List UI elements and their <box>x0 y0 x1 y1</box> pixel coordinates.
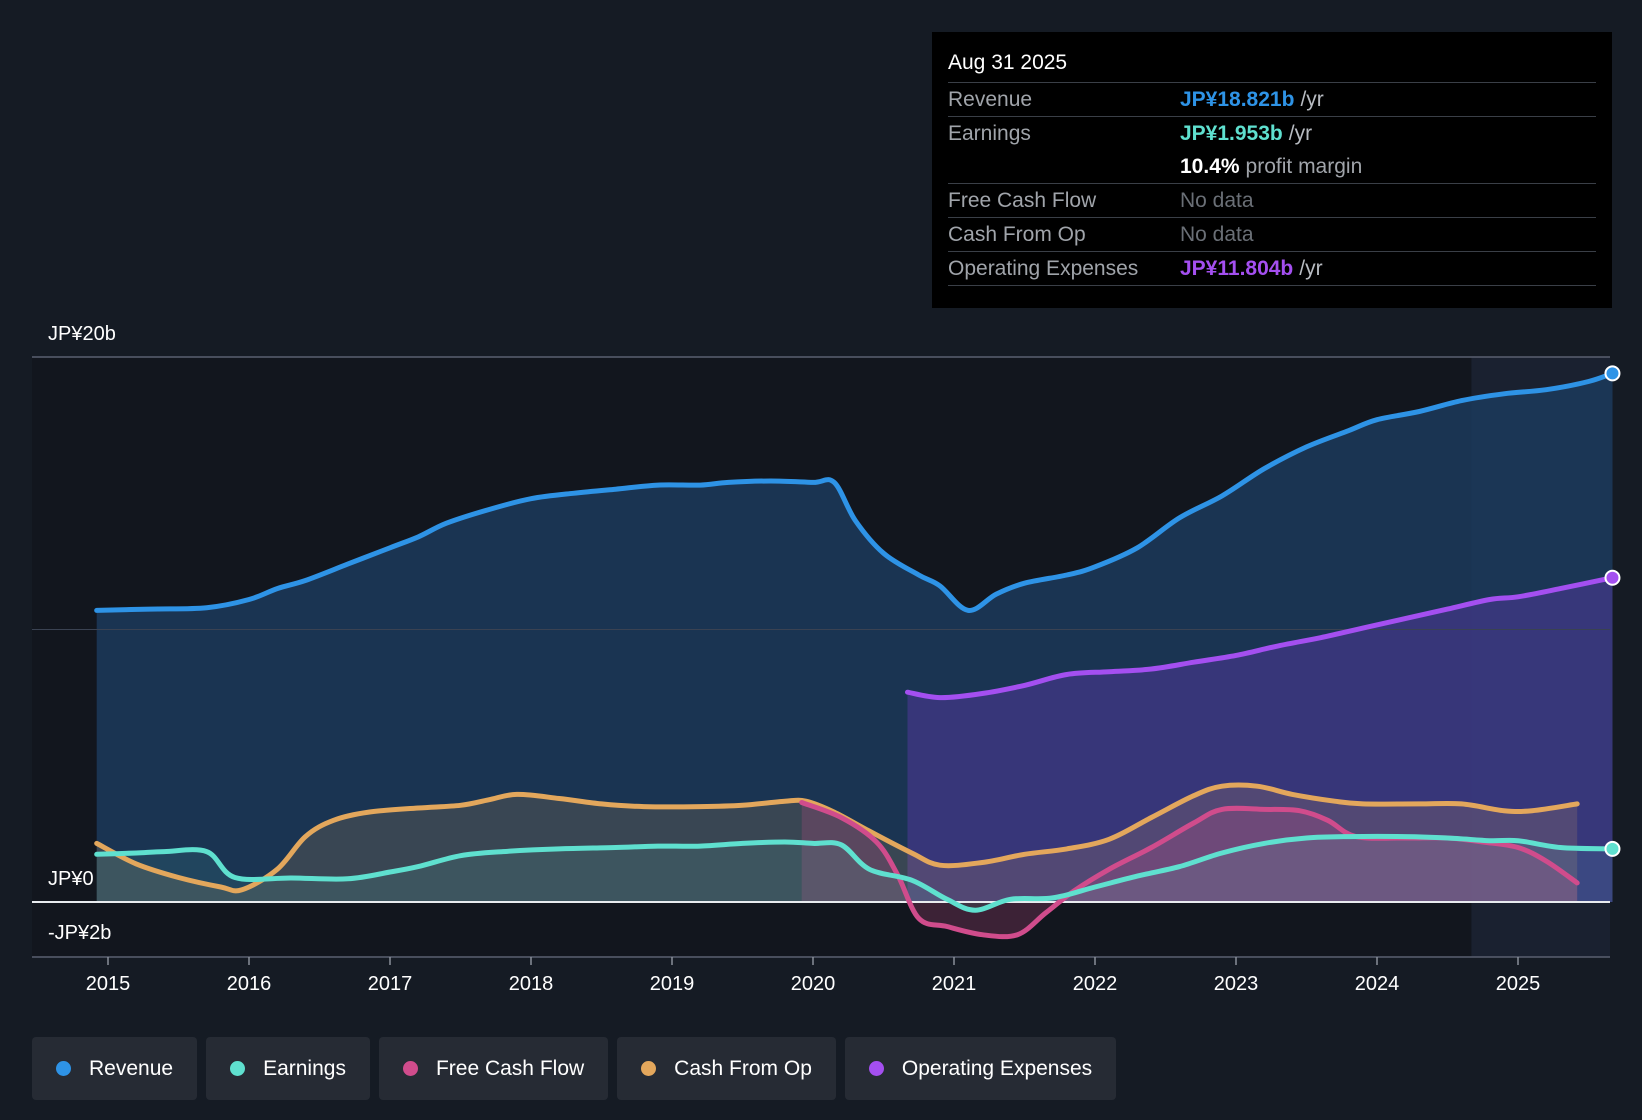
x-tick-label: 2017 <box>368 973 413 995</box>
tooltip-fcf-value: No data <box>1180 189 1254 212</box>
tooltip-cfo-value: No data <box>1180 223 1254 246</box>
x-tick-label: 2023 <box>1214 973 1259 995</box>
y-label-bottom: -JP¥2b <box>48 922 111 944</box>
legend-item-operating-expenses[interactable]: Operating Expenses <box>844 1037 1117 1100</box>
tooltip-cfo-label: Cash From Op <box>948 223 1086 246</box>
legend: Revenue Earnings Free Cash Flow Cash Fro… <box>32 1037 1117 1100</box>
legend-label: Cash From Op <box>674 1056 812 1080</box>
tooltip-row-fcf: Free Cash Flow No data <box>948 184 1596 218</box>
tooltip-row-margin: 10.4% profit margin <box>948 150 1596 184</box>
tooltip-row-earnings: Earnings JP¥1.953b/yr <box>948 117 1596 150</box>
revenue-end-marker <box>1604 365 1621 382</box>
legend-item-free-cash-flow[interactable]: Free Cash Flow <box>378 1037 609 1100</box>
tooltip-row-revenue: Revenue JP¥18.821b/yr <box>948 83 1596 117</box>
cash-from-op-line <box>94 782 1580 894</box>
legend-item-revenue[interactable]: Revenue <box>32 1037 198 1100</box>
legend-label: Free Cash Flow <box>435 1056 585 1080</box>
cash-from-op-dot-icon <box>641 1061 657 1076</box>
x-tick-label: 2021 <box>932 973 977 995</box>
tooltip-row-opex: Operating Expenses JP¥11.804b/yr <box>948 252 1596 286</box>
earnings-end-marker <box>1604 840 1621 857</box>
tooltip-row-cfo: Cash From Op No data <box>948 218 1596 252</box>
free-cash-flow-dot-icon <box>402 1061 418 1076</box>
x-tick-label: 2015 <box>86 973 131 995</box>
operating-expenses-area <box>907 577 1613 902</box>
tooltip-revenue-label: Revenue <box>948 88 1033 111</box>
revenue-line <box>94 370 1615 613</box>
x-tick-label: 2018 <box>509 973 554 995</box>
tooltip-earnings-unit: /yr <box>1288 122 1313 145</box>
tooltip-date: Aug 31 2025 <box>948 48 1596 83</box>
tooltip-fcf-label: Free Cash Flow <box>948 189 1097 212</box>
legend-label: Earnings <box>263 1056 346 1080</box>
tooltip-margin-label: profit margin <box>1245 155 1363 178</box>
revenue-area <box>96 373 1613 902</box>
y-label-zero: JP¥0 <box>48 868 94 890</box>
earnings-dot-icon <box>230 1061 246 1076</box>
x-tick-label: 2025 <box>1496 973 1541 995</box>
tooltip-opex-value: JP¥11.804b <box>1180 257 1294 280</box>
tooltip-earnings-value: JP¥1.953b <box>1180 122 1283 145</box>
operating-expenses-line <box>905 575 1615 701</box>
legend-item-cash-from-op[interactable]: Cash From Op <box>617 1037 836 1100</box>
legend-label: Operating Expenses <box>901 1056 1093 1080</box>
tooltip-revenue-unit: /yr <box>1300 88 1324 111</box>
y-label-top: JP¥20b <box>48 323 116 345</box>
operating-expenses-end-marker <box>1604 569 1621 586</box>
x-tick-label: 2024 <box>1355 973 1400 995</box>
operating-expenses-dot-icon <box>868 1061 884 1076</box>
legend-label: Revenue <box>89 1056 174 1080</box>
tooltip-margin-value: 10.4% <box>1180 155 1240 178</box>
tooltip-earnings-label: Earnings <box>948 122 1031 145</box>
earnings-line <box>94 833 1615 913</box>
x-tick-label: 2019 <box>650 973 695 995</box>
x-tick-label: 2016 <box>227 973 272 995</box>
x-tick-label: 2020 <box>791 973 836 995</box>
legend-item-earnings[interactable]: Earnings <box>206 1037 370 1100</box>
hover-tooltip: Aug 31 2025 Revenue JP¥18.821b/yr Earnin… <box>932 32 1612 308</box>
tooltip-opex-unit: /yr <box>1299 257 1323 280</box>
tooltip-revenue-value: JP¥18.821b <box>1180 88 1295 111</box>
x-tick-label: 2022 <box>1073 973 1118 995</box>
revenue-dot-icon <box>56 1061 71 1076</box>
tooltip-opex-label: Operating Expenses <box>948 257 1139 280</box>
